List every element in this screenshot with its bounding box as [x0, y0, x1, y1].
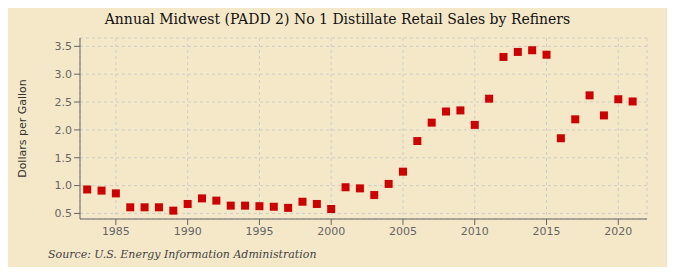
svg-text:1.5: 1.5: [55, 152, 73, 165]
svg-text:0.5: 0.5: [55, 207, 73, 220]
svg-text:2015: 2015: [533, 225, 561, 238]
svg-text:2005: 2005: [389, 225, 417, 238]
svg-text:3.5: 3.5: [55, 40, 73, 53]
svg-text:2.5: 2.5: [55, 96, 73, 109]
svg-text:1.0: 1.0: [55, 179, 73, 192]
svg-text:2020: 2020: [604, 225, 632, 238]
svg-text:3.0: 3.0: [55, 68, 73, 81]
svg-text:1995: 1995: [245, 225, 273, 238]
svg-text:1985: 1985: [102, 225, 130, 238]
html-text:Source: U.S. Energy Informatio: Source: U.S. Energy Information Administ…: [48, 248, 317, 261]
svg-text:2000: 2000: [317, 225, 345, 238]
svg-text:Dollars per Gallon: Dollars per Gallon: [16, 79, 29, 178]
svg-text:1990: 1990: [174, 225, 202, 238]
html-text:Annual Midwest (PADD 2) No 1 D: Annual Midwest (PADD 2) No 1 Distillate …: [104, 11, 571, 27]
svg-text:2.0: 2.0: [55, 124, 73, 137]
svg-text:2010: 2010: [461, 225, 489, 238]
